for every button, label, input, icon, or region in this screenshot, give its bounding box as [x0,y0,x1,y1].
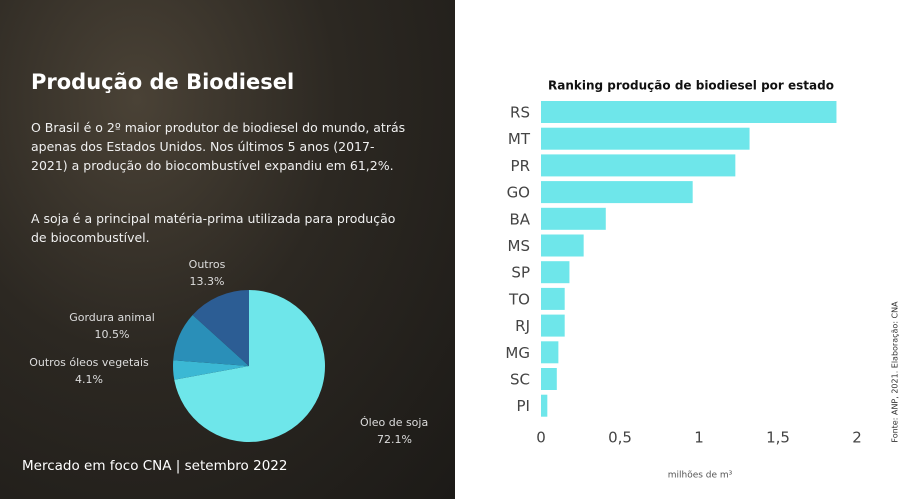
heading: Produção de Biodiesel [31,70,295,94]
y-tick-label: MS [508,237,530,255]
slice-label: Óleo de soja [360,416,428,429]
slice-value: 4.1% [75,373,103,386]
bar [541,101,837,123]
bar [541,154,736,177]
slice-label: Outros óleos vegetais [29,356,149,369]
bar [541,234,584,257]
x-tick-label: 1 [694,429,704,447]
bar [541,261,570,284]
slice-value: 13.3% [190,275,225,288]
x-tick-label: 0 [536,429,546,447]
bar [541,207,606,230]
pie-slice [173,315,249,366]
y-tick-label: RS [510,104,530,122]
y-tick-label: RJ [515,317,530,335]
paragraph: O Brasil é o 2º maior produtor de biodie… [31,120,406,173]
paragraph: A soja é a principal matéria-prima utili… [31,211,396,245]
pie-slice [173,360,249,380]
bar [541,314,565,337]
x-tick-label: 2 [852,429,862,447]
bar-title: Ranking produção de biodiesel por estado [548,79,834,93]
slice-label: Gordura animal [69,311,155,324]
bar [541,368,557,390]
y-tick-label: PI [517,397,530,415]
bar [541,287,565,310]
pie-slice [174,290,326,443]
slice-label: Outros [189,258,226,271]
x-axis-label: milhões de m³ [668,471,733,481]
bar [541,341,559,364]
y-tick-label: SC [510,371,530,389]
y-tick-label: TO [508,290,530,308]
bar [541,181,693,204]
x-tick-label: 1,5 [766,429,790,447]
x-tick-label: 0,5 [608,429,632,447]
bar [541,394,548,417]
slice-value: 10.5% [95,328,130,341]
y-tick-label: PR [511,157,530,175]
y-tick-label: BA [509,210,530,228]
y-tick-label: MT [508,130,531,148]
y-tick-label: GO [507,184,530,202]
y-tick-label: MG [505,344,530,362]
footer: Mercado em foco CNA | setembro 2022 [22,458,288,474]
pie-slice [192,290,249,366]
bar [541,127,750,150]
source: Fonte: ANP, 2021. Elaboração: CNA [891,301,900,443]
y-tick-label: SP [511,264,530,282]
slice-value: 72.1% [377,433,412,446]
